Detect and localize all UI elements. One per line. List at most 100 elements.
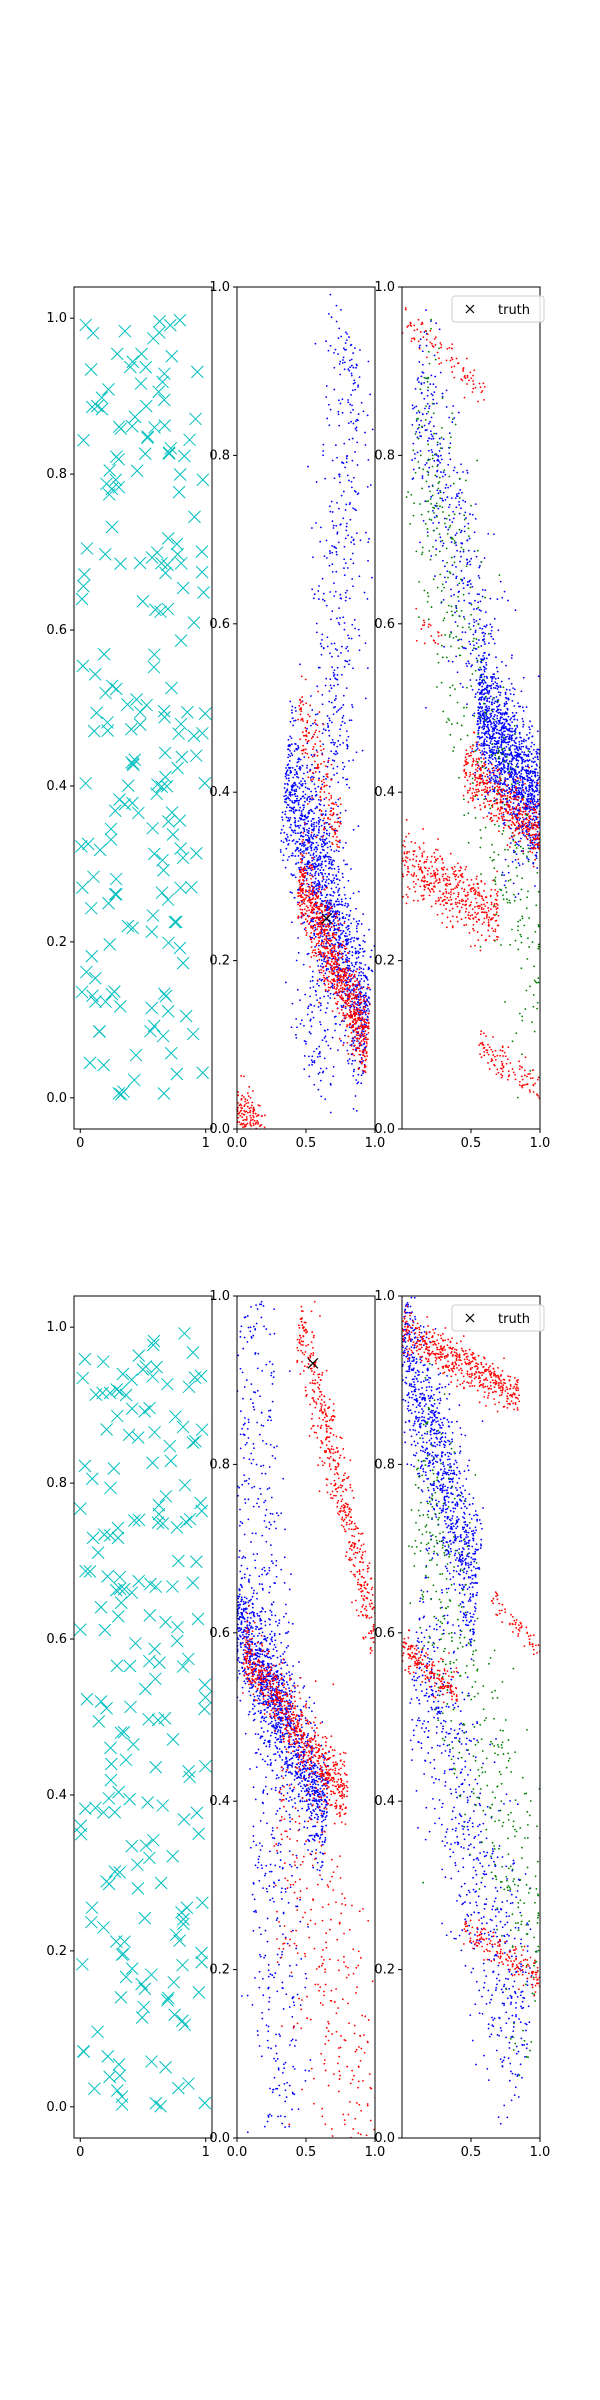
sample-point <box>335 931 338 934</box>
sample-point <box>257 1171 259 1173</box>
sample-point <box>488 756 491 759</box>
x-marker <box>113 999 127 1013</box>
sample-point <box>523 751 526 754</box>
x-marker <box>148 603 162 617</box>
sample-point <box>346 999 349 1002</box>
sample-point <box>480 681 482 684</box>
sample-point <box>341 932 344 934</box>
sample-point <box>486 710 489 713</box>
sample-point <box>318 888 321 891</box>
sample-point <box>242 1131 244 1133</box>
sample-point <box>490 722 493 725</box>
sample-point <box>323 555 326 558</box>
x-marker <box>129 1048 143 1062</box>
sample-point <box>332 713 335 716</box>
sample-point <box>303 908 306 911</box>
sample-point <box>322 966 324 969</box>
sample-point <box>345 339 348 342</box>
sample-point <box>315 850 318 853</box>
sample-point <box>236 1133 238 1135</box>
sample-point <box>292 808 295 811</box>
sample-point <box>362 1030 365 1033</box>
sample-point <box>343 988 346 991</box>
sample-point <box>336 772 338 775</box>
sample-point <box>324 899 327 902</box>
sample-point <box>490 751 493 753</box>
sample-point <box>361 1016 364 1019</box>
sample-point <box>358 1017 361 1020</box>
sample-point <box>419 450 422 452</box>
sample-point <box>362 986 365 988</box>
sample-point <box>533 845 535 848</box>
sample-point <box>503 705 506 707</box>
sample-point <box>356 1037 359 1040</box>
sample-point <box>317 785 320 788</box>
sample-point <box>528 776 531 779</box>
sample-point <box>289 799 292 802</box>
sample-point <box>241 1116 244 1118</box>
sample-point <box>514 782 517 785</box>
sample-point <box>525 746 528 749</box>
sample-point <box>313 825 316 828</box>
sample-point <box>363 994 366 997</box>
sample-point <box>350 372 353 375</box>
sample-point <box>468 602 471 604</box>
sample-point <box>535 763 538 766</box>
sample-point <box>352 585 354 588</box>
sample-point <box>261 1160 263 1162</box>
sample-point <box>304 678 307 681</box>
sample-point <box>262 1153 264 1155</box>
sample-point <box>349 938 352 941</box>
sample-point <box>296 799 299 802</box>
sample-point <box>338 943 340 946</box>
sample-point <box>313 882 316 885</box>
sample-point <box>338 981 341 984</box>
sample-point <box>313 868 316 870</box>
sample-point <box>347 918 350 921</box>
sample-point <box>346 778 349 781</box>
sample-point <box>319 1051 321 1053</box>
sample-point <box>327 962 330 965</box>
sample-point <box>358 961 361 964</box>
sample-point <box>319 890 322 893</box>
sample-point <box>519 787 522 790</box>
sample-point <box>330 701 333 704</box>
sample-point <box>502 783 505 785</box>
sample-point <box>262 1153 264 1155</box>
x-marker <box>173 313 187 327</box>
sample-point <box>262 1137 264 1139</box>
sample-point <box>324 684 327 687</box>
sample-point <box>253 1146 255 1148</box>
sample-point <box>322 878 325 881</box>
sample-point <box>341 988 344 991</box>
sample-point <box>319 818 322 821</box>
sample-point <box>352 969 355 972</box>
sample-point <box>319 796 322 799</box>
sample-point <box>521 863 524 865</box>
sample-point <box>353 1011 356 1014</box>
sample-point <box>258 1150 260 1152</box>
sample-point <box>506 735 508 738</box>
sample-point <box>481 717 484 720</box>
sample-point <box>300 1019 303 1022</box>
x-marker <box>103 938 117 951</box>
sample-point <box>347 902 349 905</box>
sample-point <box>536 789 539 792</box>
sample-point <box>359 998 362 1001</box>
sample-point <box>338 969 340 971</box>
sample-point <box>351 459 354 462</box>
sample-point <box>344 979 346 982</box>
sample-point <box>417 377 420 380</box>
sample-point <box>282 854 285 856</box>
sample-point <box>305 879 308 882</box>
sample-point <box>353 379 356 382</box>
x-marker <box>158 746 172 760</box>
sample-point <box>481 712 484 715</box>
sample-point <box>255 1121 257 1124</box>
sample-point <box>340 724 342 727</box>
sample-point <box>476 743 478 745</box>
sample-point <box>321 848 324 851</box>
sample-point <box>342 347 345 350</box>
y-tick-label: 0.6 <box>46 623 67 638</box>
